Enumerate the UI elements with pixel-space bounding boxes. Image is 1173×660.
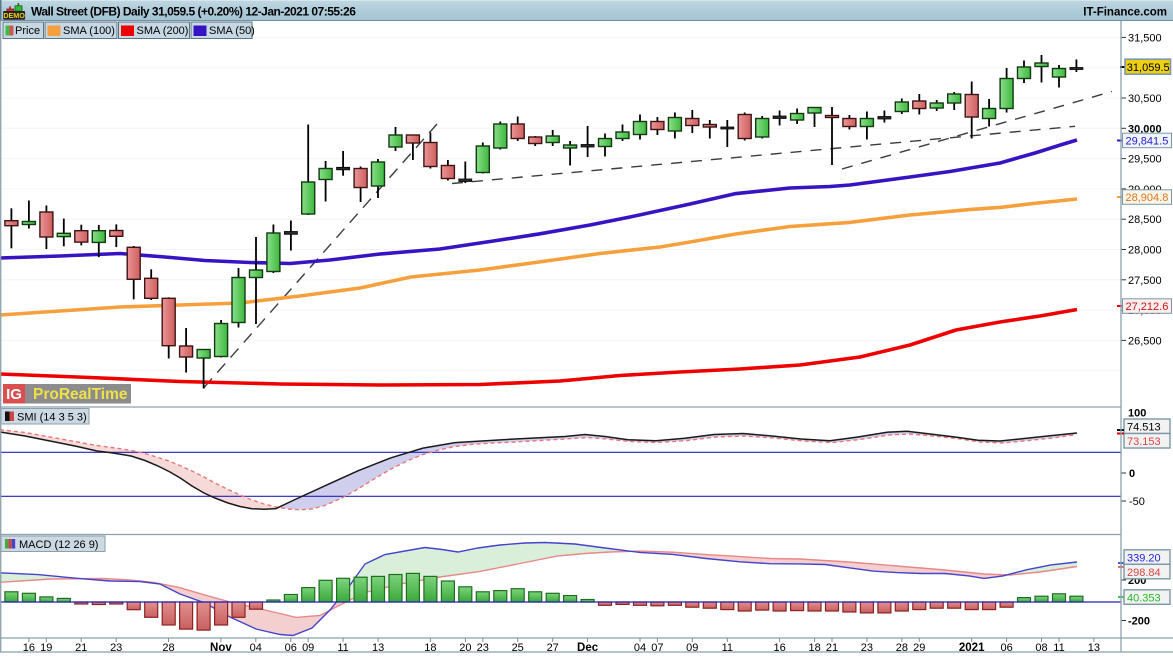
svg-text:09: 09 bbox=[686, 642, 698, 654]
svg-text:31,059.5: 31,059.5 bbox=[1127, 62, 1170, 74]
svg-text:23: 23 bbox=[477, 642, 489, 654]
svg-text:IG: IG bbox=[6, 386, 22, 403]
svg-text:06: 06 bbox=[1000, 642, 1012, 654]
svg-text:SMA (200): SMA (200) bbox=[137, 25, 189, 37]
svg-text:16: 16 bbox=[23, 642, 35, 654]
svg-text:IT-Finance.com: IT-Finance.com bbox=[1083, 7, 1167, 19]
svg-text:13: 13 bbox=[1088, 642, 1100, 654]
svg-text:2021: 2021 bbox=[959, 642, 985, 654]
svg-text:28,500: 28,500 bbox=[1128, 214, 1162, 226]
svg-text:25: 25 bbox=[512, 642, 524, 654]
svg-text:06: 06 bbox=[285, 642, 297, 654]
svg-text:SMI (14 3 5 3): SMI (14 3 5 3) bbox=[17, 412, 87, 424]
svg-text:28,000: 28,000 bbox=[1128, 245, 1162, 257]
svg-text:Nov: Nov bbox=[210, 642, 232, 654]
svg-text:13: 13 bbox=[372, 642, 384, 654]
svg-text:11: 11 bbox=[1053, 642, 1064, 654]
svg-text:30,000: 30,000 bbox=[1128, 123, 1162, 135]
svg-text:ProRealTime: ProRealTime bbox=[33, 386, 128, 403]
svg-text:19: 19 bbox=[40, 642, 52, 654]
svg-text:DEMO: DEMO bbox=[3, 11, 25, 20]
svg-text:-50: -50 bbox=[1129, 496, 1145, 508]
svg-text:74.513: 74.513 bbox=[1127, 422, 1161, 434]
svg-text:40.353: 40.353 bbox=[1127, 592, 1161, 604]
svg-text:07: 07 bbox=[651, 642, 663, 654]
svg-text:23: 23 bbox=[110, 642, 122, 654]
svg-text:29,500: 29,500 bbox=[1128, 154, 1162, 166]
svg-text:Price: Price bbox=[15, 25, 40, 37]
svg-text:26,500: 26,500 bbox=[1128, 335, 1162, 347]
svg-text:100: 100 bbox=[1128, 408, 1146, 420]
svg-text:Dec: Dec bbox=[577, 642, 599, 654]
svg-text:20: 20 bbox=[459, 642, 471, 654]
svg-text:28: 28 bbox=[162, 642, 174, 654]
svg-text:73.153: 73.153 bbox=[1127, 436, 1161, 448]
svg-text:21: 21 bbox=[826, 642, 838, 654]
svg-text:18: 18 bbox=[808, 642, 820, 654]
svg-text:339.20: 339.20 bbox=[1127, 552, 1161, 564]
svg-text:MACD (12 26 9): MACD (12 26 9) bbox=[19, 539, 98, 551]
svg-text:27,212.6: 27,212.6 bbox=[1126, 301, 1169, 313]
svg-text:0: 0 bbox=[1129, 468, 1135, 480]
svg-text:28,904.8: 28,904.8 bbox=[1126, 192, 1169, 204]
svg-text:27,500: 27,500 bbox=[1128, 275, 1162, 287]
svg-text:11: 11 bbox=[337, 642, 348, 654]
svg-text:-200: -200 bbox=[1128, 616, 1150, 628]
svg-text:16: 16 bbox=[773, 642, 785, 654]
svg-text:21: 21 bbox=[75, 642, 87, 654]
svg-text:298.84: 298.84 bbox=[1127, 567, 1161, 579]
svg-text:08: 08 bbox=[1035, 642, 1047, 654]
svg-text:27: 27 bbox=[547, 642, 559, 654]
svg-text:30,500: 30,500 bbox=[1128, 93, 1162, 105]
svg-text:31,500: 31,500 bbox=[1128, 32, 1162, 44]
svg-text:18: 18 bbox=[424, 642, 436, 654]
svg-text:SMA (50): SMA (50) bbox=[209, 25, 255, 37]
svg-text:SMA (100): SMA (100) bbox=[63, 25, 115, 37]
svg-text:04: 04 bbox=[250, 642, 262, 654]
svg-text:29,841.5: 29,841.5 bbox=[1126, 136, 1169, 148]
svg-text:28: 28 bbox=[896, 642, 908, 654]
svg-text:11: 11 bbox=[722, 642, 733, 654]
svg-text:Wall Street (DFB) Daily 31,059: Wall Street (DFB) Daily 31,059.5 (+0.20%… bbox=[31, 5, 356, 19]
svg-text:09: 09 bbox=[302, 642, 314, 654]
svg-text:23: 23 bbox=[861, 642, 873, 654]
svg-text:29: 29 bbox=[913, 642, 925, 654]
svg-text:04: 04 bbox=[634, 642, 646, 654]
